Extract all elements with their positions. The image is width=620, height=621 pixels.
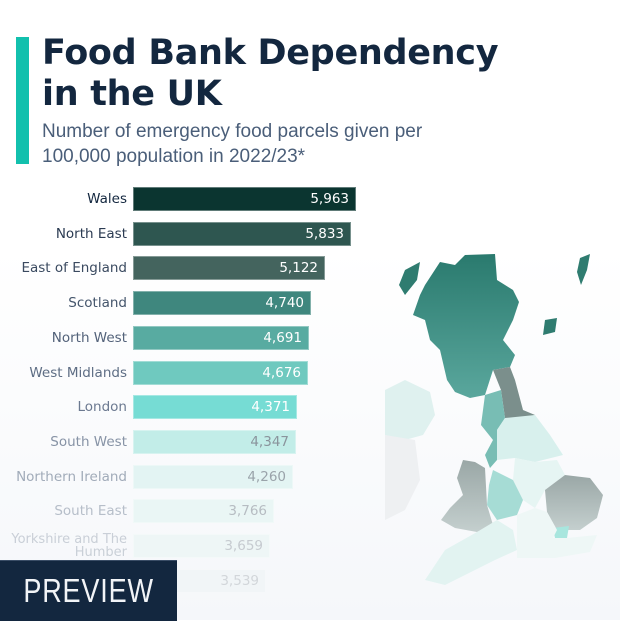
- bar-value: 3,766: [228, 503, 267, 519]
- title-accent-bar: [16, 37, 29, 164]
- bar-row-yorkshire: Yorkshire and The Humber 3,659: [0, 532, 370, 560]
- bar-value: 3,539: [220, 573, 259, 589]
- bar-value: 4,691: [263, 330, 302, 346]
- bar-value: 4,740: [265, 295, 304, 311]
- bar-row-north-west: North West 4,691: [0, 326, 370, 351]
- bar: 3,659: [133, 534, 270, 558]
- bar: 5,963: [133, 187, 356, 211]
- bar-value: 5,963: [310, 191, 349, 207]
- bar: 4,676: [133, 361, 308, 385]
- chart-subtitle: Number of emergency food parcels given p…: [42, 121, 423, 167]
- bar: 4,371: [133, 395, 297, 419]
- bar-label: Scotland: [68, 295, 127, 311]
- bar-value: 5,122: [279, 260, 318, 276]
- bar-value: 5,833: [305, 226, 344, 242]
- bar: 3,766: [133, 499, 274, 523]
- bar-value: 3,659: [224, 538, 263, 554]
- bar-row-south-east: South East 3,766: [0, 499, 370, 524]
- preview-watermark: PREVIEW: [0, 560, 177, 621]
- bar: 5,122: [133, 256, 325, 280]
- bar-value: 4,676: [262, 365, 301, 381]
- bar-row-london: London 4,371: [0, 395, 370, 420]
- bar: 4,691: [133, 326, 309, 350]
- bar-label: Northern Ireland: [16, 469, 127, 485]
- bar-value: 4,260: [247, 469, 286, 485]
- bar-label: West Midlands: [29, 365, 127, 381]
- bar-label: Wales: [87, 191, 127, 207]
- bar: 4,740: [133, 291, 311, 315]
- uk-map-icon: [385, 254, 603, 585]
- bar-row-scotland: Scotland 4,740: [0, 291, 370, 316]
- bar-label: North East: [55, 226, 127, 242]
- bar-row-wales: Wales 5,963: [0, 187, 370, 212]
- bar-label: Yorkshire and The Humber: [11, 532, 127, 560]
- bar: 4,260: [133, 465, 293, 489]
- bar-row-west-midlands: West Midlands 4,676: [0, 361, 370, 386]
- bar-row-east-of-england: East of England 5,122: [0, 256, 370, 281]
- preview-label: PREVIEW: [23, 572, 154, 609]
- bar-value: 4,371: [251, 399, 290, 415]
- bar-label: East of England: [21, 260, 127, 276]
- chart-title: Food Bank Dependency in the UK: [42, 33, 499, 114]
- bar-label: South East: [54, 503, 127, 519]
- bar: 5,833: [133, 222, 351, 246]
- bar-label: London: [77, 399, 128, 415]
- bar-row-northern-ireland: Northern Ireland 4,260: [0, 465, 370, 490]
- bar-row-south-west: South West 4,347: [0, 430, 370, 455]
- bar-row-north-east: North East 5,833: [0, 222, 370, 247]
- bar-label: South West: [50, 434, 127, 450]
- bar-label: North West: [51, 330, 127, 346]
- bar-value: 4,347: [250, 434, 289, 450]
- bar: 4,347: [133, 430, 296, 454]
